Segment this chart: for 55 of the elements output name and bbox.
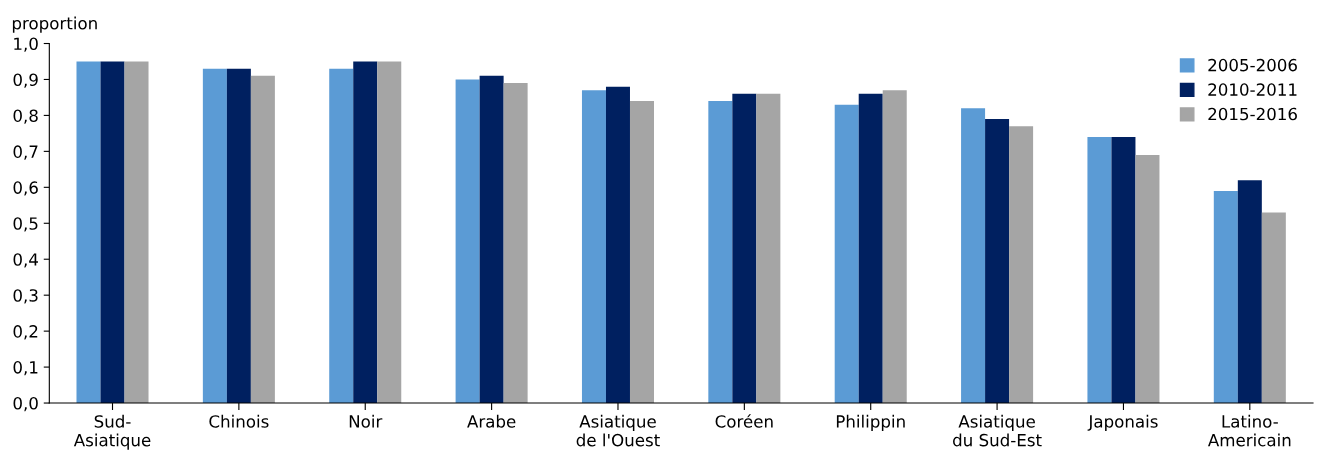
legend-label: 2015-2016 [1208, 107, 1297, 121]
y-tick-label: 0,3 [13, 289, 38, 304]
bar [581, 90, 606, 404]
bar [1261, 212, 1286, 404]
x-tick-label: Asiatique de l'Ouest [576, 414, 660, 447]
y-tick-label: 0,9 [13, 73, 38, 88]
bar [329, 68, 354, 404]
bar [202, 68, 227, 404]
y-tick-label: 0,5 [13, 217, 38, 232]
legend-label: 2005-2006 [1208, 58, 1297, 72]
x-tick-label: Latino- Americain [1207, 414, 1291, 447]
y-tick-label: 0,1 [13, 361, 38, 376]
y-tick-label: 0,2 [13, 325, 38, 340]
bar [1237, 180, 1262, 404]
y-tick-label: 0,0 [13, 397, 38, 412]
bar [353, 61, 378, 404]
y-tick-label: 0,8 [13, 109, 38, 124]
bar [377, 61, 402, 404]
x-tick-label: Noir [349, 414, 383, 428]
x-tick-label: Japonais [1087, 414, 1158, 431]
x-tick-label: Chinois [209, 414, 269, 428]
y-tick-label: 1,0 [14, 37, 38, 52]
bar [882, 90, 907, 404]
bar [1111, 136, 1136, 404]
y-axis-title: proportion [12, 16, 97, 33]
bar [76, 61, 101, 404]
bar [455, 79, 480, 404]
x-tick-label: Arabe [467, 414, 516, 428]
bar [479, 75, 504, 404]
bar [732, 93, 757, 404]
y-tick-label: 0,7 [13, 145, 38, 160]
y-tick-label: 0,4 [13, 253, 38, 268]
bar [756, 93, 781, 404]
bar [1213, 190, 1238, 404]
bar [985, 119, 1010, 404]
y-tick-label: 0,6 [13, 181, 38, 196]
bar [834, 104, 859, 404]
x-tick-label: Coréen [715, 414, 773, 428]
bar [605, 86, 630, 404]
bar [100, 61, 125, 404]
bar [961, 108, 986, 404]
x-tick-label: Asiatique du Sud-Est [953, 414, 1042, 447]
bar [858, 93, 883, 404]
bar [1135, 154, 1160, 404]
bar [250, 75, 275, 404]
bar [708, 101, 733, 404]
bar [1009, 126, 1034, 404]
bar [226, 68, 251, 404]
x-tick-label: Sud- Asiatique [73, 414, 151, 450]
legend-label: 2010-2011 [1208, 83, 1297, 96]
x-tick-label: Philippin [836, 414, 905, 431]
bar [629, 101, 654, 404]
bar [1087, 136, 1112, 404]
bar [503, 83, 528, 404]
bar [124, 61, 149, 404]
